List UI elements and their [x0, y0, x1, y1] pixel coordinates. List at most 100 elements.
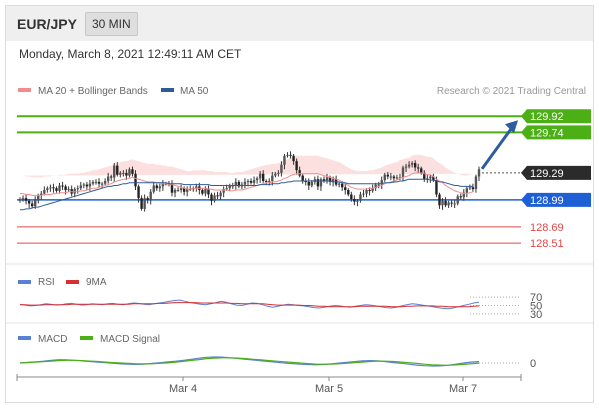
candle-body: [392, 176, 396, 179]
candle-body: [252, 180, 256, 183]
ma50-swatch: [161, 88, 174, 92]
macd-legend: MACD MACD Signal: [18, 334, 160, 345]
candle-body: [79, 185, 82, 189]
candle-body: [116, 165, 119, 175]
candle-body: [468, 187, 472, 189]
level-label: 128.51: [530, 238, 564, 250]
candle-body: [46, 188, 49, 190]
candle-body: [417, 167, 420, 169]
candle-body: [97, 181, 101, 184]
candle-body: [103, 181, 107, 184]
candle-body: [298, 170, 301, 176]
candle-body: [413, 163, 417, 168]
x-axis-ticks: Mar 4 Mar 5 Mar 7: [16, 374, 522, 395]
candle-body: [119, 172, 122, 175]
candle-body: [94, 181, 98, 183]
candle-body: [456, 196, 459, 204]
candle-body: [246, 181, 250, 182]
candle-body: [216, 195, 219, 197]
timeframe-button[interactable]: 30 MIN: [85, 12, 138, 36]
candle-body: [228, 185, 231, 189]
candle-body: [295, 161, 298, 171]
candle-body: [286, 154, 289, 156]
x-tick-label: Mar 5: [315, 383, 343, 395]
macd-signal-swatch: [80, 336, 93, 340]
candle-body: [91, 181, 95, 184]
ma20-legend-label: MA 20 + Bollinger Bands: [38, 86, 148, 97]
candle-body: [210, 194, 213, 201]
candle-body: [389, 176, 393, 178]
candle-body: [450, 202, 453, 204]
candle-body: [453, 203, 456, 205]
credit-text: Research © 2021 Trading Central: [437, 86, 586, 97]
candle-body: [310, 181, 314, 186]
level-label: 128.99: [530, 195, 564, 207]
candle-body: [43, 190, 46, 194]
candle-body: [18, 199, 22, 201]
candle-body: [85, 184, 89, 187]
candle-body: [319, 179, 323, 187]
candle-body: [137, 186, 140, 199]
candle-body: [350, 194, 353, 199]
candle-body: [420, 168, 423, 173]
candle-body: [195, 186, 198, 189]
candle-body: [179, 188, 183, 190]
candle-body: [462, 192, 466, 198]
candle-body: [410, 163, 414, 165]
candle-body: [213, 195, 216, 201]
candle-body: [258, 173, 262, 179]
candle-body: [356, 200, 359, 202]
level-tag: [521, 109, 591, 124]
candle-body: [76, 188, 79, 190]
candle-body: [371, 188, 374, 191]
candle-body: [24, 198, 28, 201]
moving-averages: [20, 172, 474, 211]
candle-body: [477, 169, 481, 177]
candle-body: [404, 166, 408, 168]
rsi-ma-swatch: [66, 280, 79, 284]
candle-body: [134, 173, 137, 187]
candle-body: [328, 177, 332, 182]
rsi-ma-legend-label: 9MA: [86, 277, 107, 288]
candle-body: [52, 187, 55, 189]
candle-body: [386, 174, 390, 177]
chart-frame: EUR/JPY 30 MIN Monday, March 8, 2021 12:…: [5, 5, 594, 403]
candle-body: [401, 167, 405, 178]
ma20-line: [20, 172, 474, 196]
bollinger-band-area: [20, 154, 473, 178]
candle-body: [201, 190, 204, 194]
candle-body: [261, 173, 265, 181]
candle-body: [307, 181, 310, 186]
level-tag: [521, 192, 591, 207]
candle-body: [423, 172, 426, 180]
instrument-pair: EUR/JPY: [17, 16, 77, 32]
candle-body: [64, 186, 67, 190]
candle-body: [277, 172, 280, 174]
candle-body: [170, 183, 174, 193]
candle-body: [176, 190, 180, 191]
candle-body: [219, 192, 222, 197]
candle-body: [441, 200, 444, 206]
candle-body: [140, 198, 143, 209]
candle-body: [155, 185, 158, 189]
x-tick-label: Mar 7: [449, 383, 477, 395]
candle-body: [383, 174, 386, 181]
timestamp: Monday, March 8, 2021 12:49:11 AM CET: [19, 47, 242, 61]
candle-body: [444, 200, 447, 206]
candle-body: [255, 178, 259, 181]
candle-body: [106, 176, 110, 181]
candle-body: [459, 196, 462, 198]
candle-body: [337, 183, 341, 185]
candle-body: [359, 194, 362, 201]
candle-body: [377, 184, 380, 186]
candle-body: [49, 187, 52, 189]
candle-body: [204, 189, 207, 194]
bollinger-bands: [20, 154, 473, 178]
candle-body: [237, 181, 241, 187]
rsi-tick-label: 30: [530, 309, 542, 321]
candle-body: [33, 199, 37, 207]
ma50-legend-label: MA 50: [180, 86, 209, 97]
candle-body: [125, 172, 128, 176]
candle-body: [301, 175, 304, 181]
